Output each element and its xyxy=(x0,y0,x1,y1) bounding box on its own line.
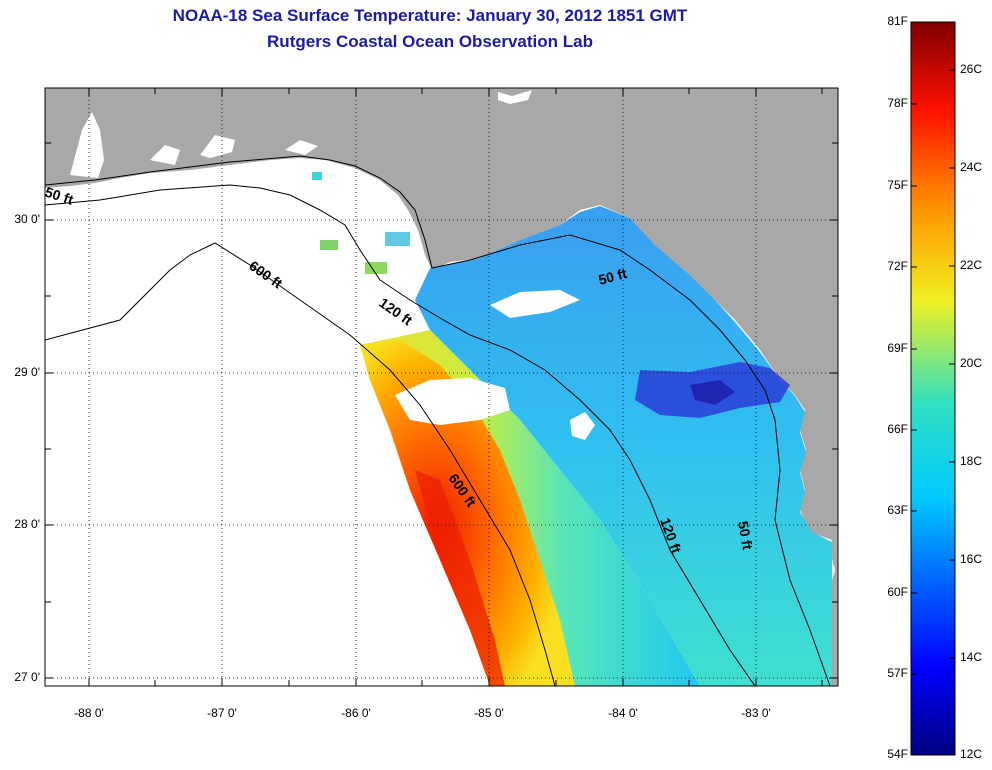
sst-speckle-1 xyxy=(320,240,338,250)
colorbar xyxy=(910,21,956,756)
depth-label-50ft-south: 50 ft xyxy=(735,520,756,551)
sst-speckle-3 xyxy=(312,172,322,180)
lat-label-29: 29 0' xyxy=(14,365,40,379)
map-title: NOAA-18 Sea Surface Temperature: January… xyxy=(172,6,688,25)
depth-label-50ft-east: 50 ft xyxy=(597,265,629,288)
colorbar-c-24: 24C xyxy=(960,160,983,174)
colorbar-c-22: 22C xyxy=(960,258,983,272)
colorbar-f-69: 69F xyxy=(887,341,908,355)
sst-warm-offshore xyxy=(360,340,575,686)
colorbar-c-16: 16C xyxy=(960,552,983,566)
lat-label-30: 30 0' xyxy=(14,212,40,226)
bay-pensacola xyxy=(150,145,180,165)
colorbar-c-26: 26C xyxy=(960,62,983,76)
lon-label-85: -85 0' xyxy=(474,706,504,720)
colorbar-c-14: 14C xyxy=(960,650,983,664)
colorbar-c-12: 12C xyxy=(960,747,983,761)
colorbar-f-81: 81F xyxy=(887,14,908,28)
lat-label-27: 27 0' xyxy=(14,670,40,684)
cloud-patch-small xyxy=(570,412,595,440)
lat-label-28: 28 0' xyxy=(14,517,40,531)
colorbar-f-63: 63F xyxy=(887,503,908,517)
bay-stjoe xyxy=(285,140,318,155)
bay-west xyxy=(70,112,104,178)
contour-120ft xyxy=(45,184,756,686)
colorbar-f-78: 78F xyxy=(887,96,908,110)
lon-label-87: -87 0' xyxy=(207,706,237,720)
land-florida xyxy=(45,88,838,686)
colorbar-f-60: 60F xyxy=(887,585,908,599)
contour-600ft xyxy=(45,242,556,686)
lake-north xyxy=(498,90,532,104)
bay-choctaw xyxy=(200,135,235,158)
cloud-patch-north xyxy=(490,290,580,318)
contour-50ft xyxy=(45,155,831,686)
colorbar-c-18: 18C xyxy=(960,454,983,468)
lon-label-86: -86 0' xyxy=(341,706,371,720)
colorbar-f-66: 66F xyxy=(887,422,908,436)
colorbar-f-72: 72F xyxy=(887,259,908,273)
lon-label-83: -83 0' xyxy=(741,706,771,720)
sst-speckle-4 xyxy=(385,232,410,246)
colorbar-ticks xyxy=(911,69,955,675)
sst-north-shelf xyxy=(415,206,832,686)
lon-label-84: -84 0' xyxy=(608,706,638,720)
plot-frame xyxy=(44,87,839,687)
graticule xyxy=(45,88,838,686)
colorbar-f-54: 54F xyxy=(887,747,908,761)
tick-marks xyxy=(45,88,838,686)
colorbar-f-57: 57F xyxy=(887,666,908,680)
sst-speckle-2 xyxy=(365,262,387,274)
sst-red-band xyxy=(415,470,505,686)
colorbar-c-20: 20C xyxy=(960,356,983,370)
cloud-patch-central xyxy=(395,378,510,425)
sst-cold-core xyxy=(690,380,735,405)
colorbar-f-75: 75F xyxy=(887,178,908,192)
map-subtitle: Rutgers Coastal Ocean Observation Lab xyxy=(267,32,593,51)
lon-label-88: -88 0' xyxy=(74,706,104,720)
